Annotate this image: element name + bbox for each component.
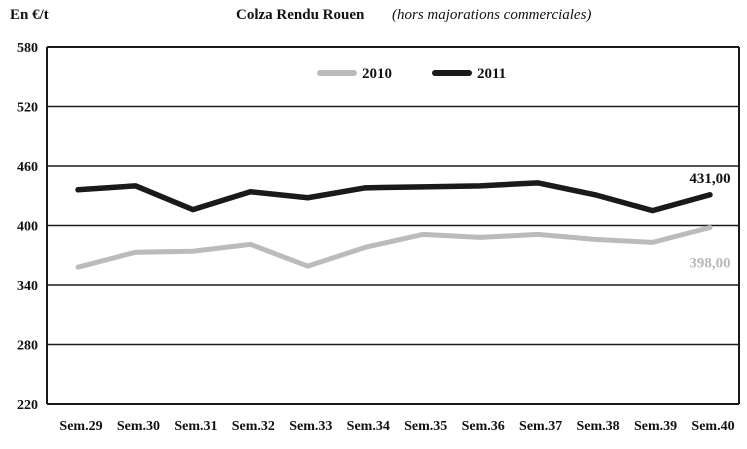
x-tick-label: Sem.29 — [59, 419, 102, 434]
end-value-labels: 398,00 431,00 — [689, 171, 730, 272]
y-tick-label: 520 — [17, 101, 38, 116]
series-lines — [75, 180, 713, 270]
chart-subtitle: (hors majorations commerciales) — [392, 7, 591, 23]
y-tick-label: 280 — [17, 339, 38, 354]
y-axis-ticks: 220 280 340 400 460 520 580 — [17, 41, 38, 413]
y-tick-label: 460 — [17, 160, 38, 175]
x-axis-ticks: Sem.29 Sem.30 Sem.31 Sem.32 Sem.33 Sem.34 Sem.… — [59, 419, 734, 434]
x-tick-label: Sem.37 — [519, 419, 562, 434]
grid-lines — [46, 46, 740, 405]
end-value-label-2010: 398,00 — [689, 255, 730, 271]
x-tick-label: Sem.31 — [174, 419, 217, 434]
chart-title: Colza Rendu Rouen — [236, 7, 365, 23]
x-tick-label: Sem.30 — [117, 419, 160, 434]
x-tick-label: Sem.36 — [462, 419, 505, 434]
legend-label-2011: 2011 — [477, 66, 506, 82]
end-value-label-2011: 431,00 — [689, 171, 730, 187]
x-tick-label: Sem.38 — [577, 419, 620, 434]
x-tick-label: Sem.33 — [289, 419, 332, 434]
legend-label-2010: 2010 — [362, 66, 392, 82]
series-line-2011 — [75, 180, 713, 214]
x-tick-label: Sem.39 — [634, 419, 677, 434]
y-tick-label: 400 — [17, 220, 38, 235]
y-tick-label: 580 — [17, 41, 38, 56]
x-tick-label: Sem.34 — [347, 419, 390, 434]
y-tick-label: 340 — [17, 279, 38, 294]
series-line-2010 — [75, 224, 713, 270]
y-unit-label: En €/t — [10, 7, 49, 23]
legend: 2010 2011 — [317, 66, 506, 82]
x-tick-label: Sem.35 — [404, 419, 447, 434]
y-tick-label: 220 — [17, 398, 38, 413]
x-tick-label: Sem.40 — [691, 419, 734, 434]
x-tick-label: Sem.32 — [232, 419, 275, 434]
